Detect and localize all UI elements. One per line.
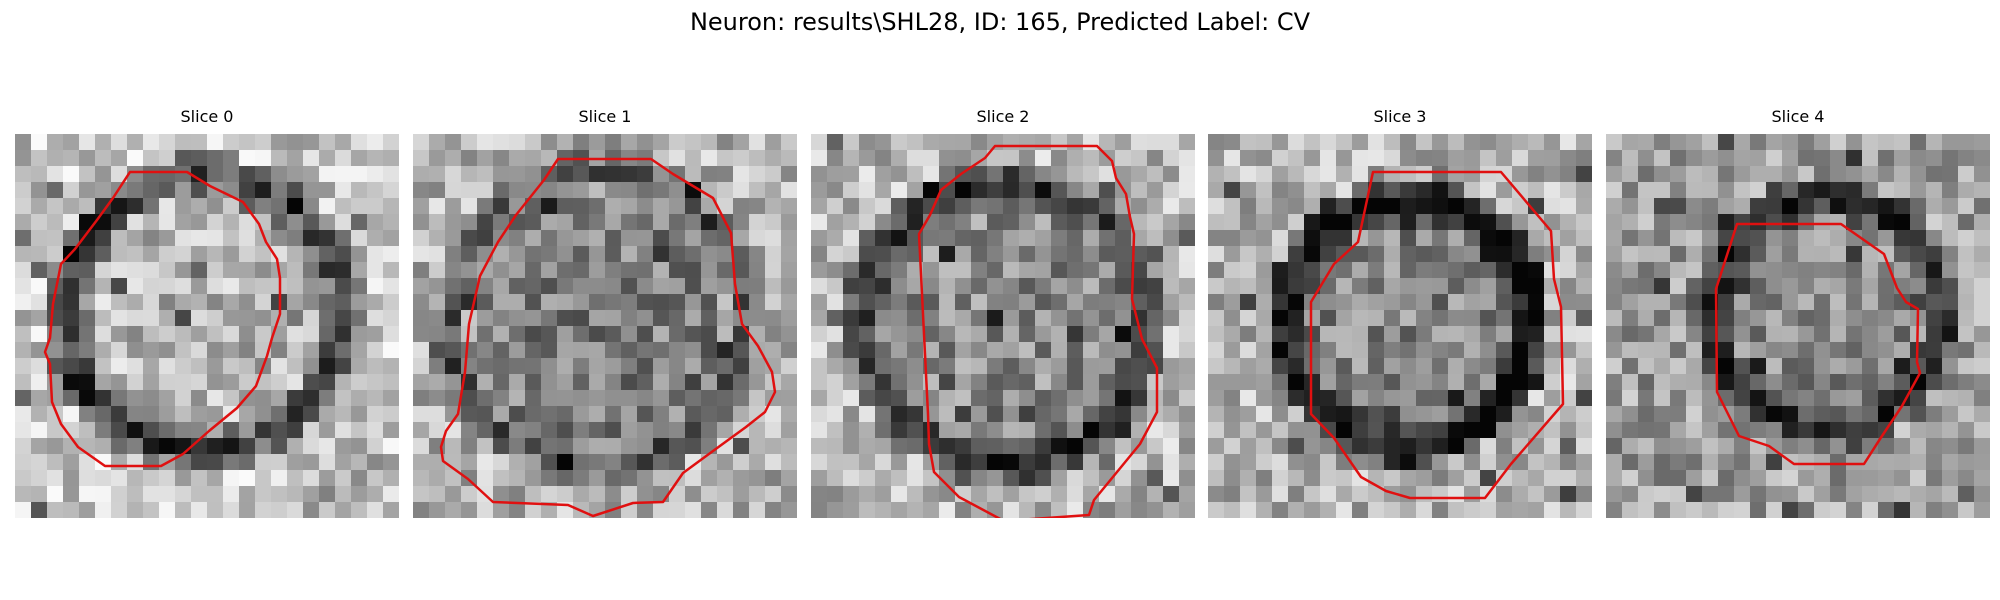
slice-title: Slice 4 <box>1771 107 1825 126</box>
cell-contour-outline <box>917 144 1159 518</box>
cell-contour-outline <box>1309 170 1565 500</box>
microscopy-slice-image <box>1606 134 1990 518</box>
slice-title: Slice 0 <box>180 107 234 126</box>
pixel-grid <box>15 134 399 518</box>
microscopy-slice-image <box>1208 134 1592 518</box>
slice-panel-0: Slice 0 <box>15 107 399 518</box>
slice-panel-2: Slice 2 <box>811 107 1195 518</box>
microscopy-slice-image <box>15 134 399 518</box>
pixel-grid <box>413 134 797 518</box>
slice-title: Slice 3 <box>1373 107 1427 126</box>
cell-contour-outline <box>439 157 777 518</box>
cell-contour-outline <box>1714 222 1922 466</box>
slice-panel-3: Slice 3 <box>1208 107 1592 518</box>
microscopy-slice-image <box>811 134 1195 518</box>
figure-title: Neuron: results\SHL28, ID: 165, Predicte… <box>689 8 1311 36</box>
slice-panel-1: Slice 1 <box>413 107 797 518</box>
slice-image <box>15 134 399 518</box>
slice-image <box>1208 134 1592 518</box>
slice-title: Slice 2 <box>976 107 1030 126</box>
microscopy-slice-image <box>413 134 797 518</box>
cell-contour-outline <box>43 170 282 468</box>
slice-image <box>1606 134 1990 518</box>
slice-panel-4: Slice 4 <box>1606 107 1990 518</box>
pixel-grid <box>811 134 1195 518</box>
pixel-grid <box>1208 134 1592 518</box>
slice-image <box>413 134 797 518</box>
slice-image <box>811 134 1195 518</box>
slice-title: Slice 1 <box>578 107 632 126</box>
pixel-grid <box>1606 134 1990 518</box>
